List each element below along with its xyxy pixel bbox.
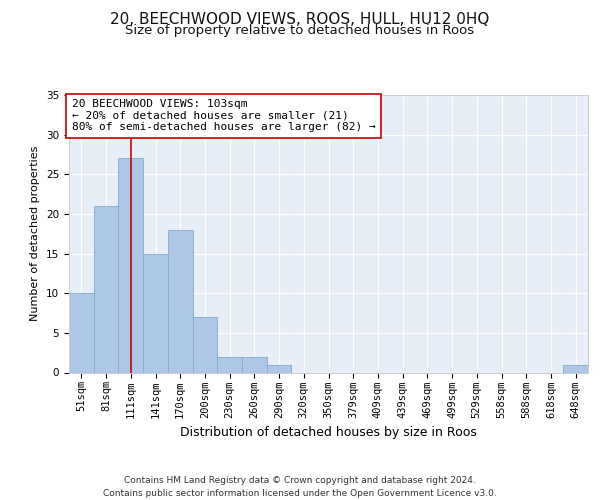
- Bar: [242, 356, 267, 372]
- Bar: [217, 356, 242, 372]
- Bar: [143, 254, 168, 372]
- Bar: [94, 206, 118, 372]
- Bar: [69, 293, 94, 372]
- Bar: [267, 364, 292, 372]
- Bar: [563, 364, 588, 372]
- X-axis label: Distribution of detached houses by size in Roos: Distribution of detached houses by size …: [180, 426, 477, 439]
- Bar: [193, 317, 217, 372]
- Bar: [168, 230, 193, 372]
- Bar: [118, 158, 143, 372]
- Text: Size of property relative to detached houses in Roos: Size of property relative to detached ho…: [125, 24, 475, 37]
- Y-axis label: Number of detached properties: Number of detached properties: [31, 146, 40, 322]
- Text: Contains HM Land Registry data © Crown copyright and database right 2024.
Contai: Contains HM Land Registry data © Crown c…: [103, 476, 497, 498]
- Text: 20 BEECHWOOD VIEWS: 103sqm
← 20% of detached houses are smaller (21)
80% of semi: 20 BEECHWOOD VIEWS: 103sqm ← 20% of deta…: [71, 99, 376, 132]
- Text: 20, BEECHWOOD VIEWS, ROOS, HULL, HU12 0HQ: 20, BEECHWOOD VIEWS, ROOS, HULL, HU12 0H…: [110, 12, 490, 28]
